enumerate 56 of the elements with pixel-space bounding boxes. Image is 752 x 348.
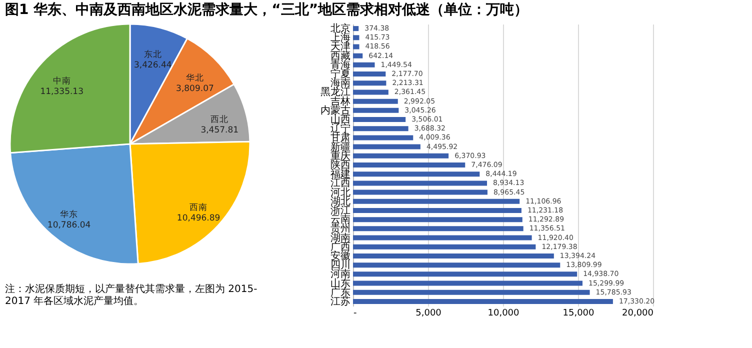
bar — [353, 262, 560, 268]
bar — [353, 298, 613, 304]
bar — [353, 53, 363, 58]
y-tick-label: 湖南 — [330, 232, 350, 244]
bar — [353, 280, 582, 286]
x-tick-label: 10,000 — [488, 308, 520, 318]
x-tick-label: 20,000 — [622, 308, 654, 318]
bar — [353, 108, 399, 113]
bar — [353, 144, 420, 150]
y-tick-label: 新疆 — [330, 140, 350, 153]
y-tick-label: 陕西 — [330, 159, 350, 171]
bar — [353, 235, 532, 240]
bar — [353, 135, 414, 140]
slice-label: 西南 — [190, 202, 208, 213]
slice-label: 华东 — [60, 209, 78, 220]
data-label: 11,335.13 — [40, 87, 84, 98]
x-tick-label: - — [354, 308, 357, 318]
data-label: 3,457.81 — [200, 126, 239, 136]
data-label: 3,426.44 — [134, 60, 172, 70]
slice-label: 西北 — [210, 114, 229, 126]
text: 注：水泥保质期短，以产量替代其需求量，左图为 2015-2017 年各区域水泥产量均值。 — [5, 283, 258, 307]
bar — [353, 290, 590, 295]
data-label: 10,496.89 — [176, 213, 220, 224]
bar — [353, 217, 522, 222]
bar — [353, 44, 360, 50]
slice-label: 东北 — [144, 48, 162, 60]
bar — [353, 62, 375, 68]
data-label: 10,786.04 — [47, 220, 91, 231]
y-tick-label: 安徽 — [330, 250, 350, 262]
bar — [353, 26, 359, 32]
bar — [353, 72, 386, 77]
x-tick-label: 15,000 — [562, 308, 595, 318]
slice-label: 中南 — [52, 76, 71, 87]
bar — [353, 244, 536, 250]
bar — [353, 226, 524, 232]
y-tick-label: 山东 — [330, 277, 350, 290]
bar — [353, 190, 488, 195]
bar — [353, 126, 408, 132]
data-label: 3,809.07 — [176, 84, 214, 94]
bar — [353, 162, 466, 168]
x-tick-label: 5,000 — [416, 308, 442, 318]
bar — [353, 80, 386, 86]
bar — [353, 208, 522, 213]
bar — [353, 272, 578, 277]
bar — [353, 98, 398, 104]
bar — [353, 253, 554, 258]
bar — [353, 117, 406, 122]
bar — [353, 90, 388, 95]
bar — [353, 153, 449, 158]
chart-title: 图1 华东、中南及西南地区水泥需求量大，“三北”地区需求相对低迷（单位：万吨） — [5, 1, 528, 18]
slice-label: 华北 — [186, 72, 204, 84]
y-tick-label: 江苏 — [330, 295, 350, 308]
bar — [353, 172, 480, 177]
bar — [353, 35, 360, 40]
bar — [353, 180, 488, 186]
bar — [353, 198, 520, 204]
